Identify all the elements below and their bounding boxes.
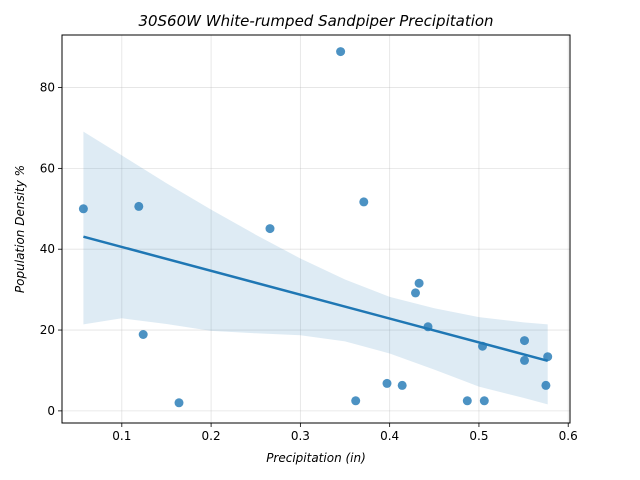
regression-line-layer	[83, 235, 549, 363]
x-tick-label: 0.6	[559, 429, 578, 443]
y-tick-label: 20	[40, 323, 55, 337]
data-point	[336, 47, 346, 57]
x-tick-label: 0.4	[380, 429, 399, 443]
data-point	[265, 224, 275, 234]
grid-lines	[62, 35, 570, 423]
confidence-band	[83, 131, 548, 405]
data-point	[462, 396, 472, 406]
data-point	[359, 197, 369, 207]
data-point	[397, 380, 407, 390]
plot-frame	[61, 34, 571, 424]
regression-line	[83, 235, 549, 363]
data-point	[479, 396, 489, 406]
x-tick-label: 0.3	[291, 429, 310, 443]
scatter-points-layer	[78, 47, 553, 408]
x-tick-label: 0.5	[469, 429, 488, 443]
y-tick-label: 40	[40, 242, 55, 256]
data-point	[78, 204, 88, 214]
data-point	[138, 330, 148, 339]
x-tick-label: 0.2	[202, 429, 221, 443]
confidence-band-layer	[83, 131, 548, 405]
data-point	[520, 336, 529, 346]
x-tick-label: 0.1	[112, 429, 131, 443]
y-tick-label: 0	[47, 404, 55, 418]
axis-ticks: 0.1 0.2 0.3 0.4 0.5 0.6 0 20 40 60 80	[40, 81, 578, 443]
x-axis-label: Precipitation (in)	[266, 451, 366, 465]
y-tick-label: 80	[40, 81, 55, 95]
chart-title: 30S60W White-rumped Sandpiper Precipitat…	[138, 12, 493, 30]
y-tick-label: 60	[40, 161, 55, 175]
data-point	[541, 380, 551, 390]
data-point	[382, 378, 392, 388]
y-axis-label: Population Density %	[13, 165, 27, 293]
data-point	[414, 278, 424, 288]
data-point	[411, 288, 420, 298]
data-point	[520, 355, 529, 365]
data-point	[351, 396, 361, 406]
data-point	[134, 201, 144, 211]
data-point	[174, 398, 184, 408]
